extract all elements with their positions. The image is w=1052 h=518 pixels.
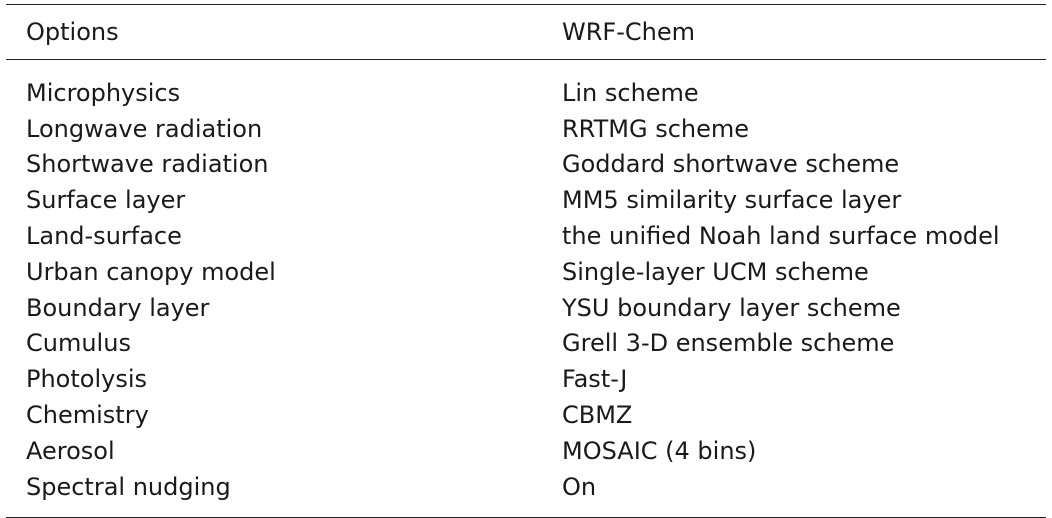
- table-row: Shortwave radiation Goddard shortwave sc…: [6, 147, 1046, 183]
- option-cell: Photolysis: [26, 365, 148, 394]
- table-row: Aerosol MOSAIC (4 bins): [6, 433, 1046, 469]
- option-cell: Chemistry: [26, 401, 149, 430]
- value-cell: Single-layer UCM scheme: [562, 257, 869, 286]
- table-row: Photolysis Fast-J: [6, 361, 1046, 397]
- table-body: Microphysics Lin scheme Longwave radiati…: [6, 60, 1046, 517]
- value-cell: RRTMG scheme: [562, 114, 750, 143]
- option-cell: Aerosol: [26, 436, 115, 465]
- table-row: Land-surface the unified Noah land surfa…: [6, 218, 1046, 254]
- value-cell: On: [562, 472, 597, 501]
- value-cell: CBMZ: [562, 401, 633, 430]
- table-row: Chemistry CBMZ: [6, 397, 1046, 433]
- table-row: Spectral nudging On: [6, 469, 1046, 505]
- table-row: Urban canopy model Single-layer UCM sche…: [6, 254, 1046, 290]
- value-cell: Lin scheme: [562, 78, 699, 107]
- value-cell: YSU boundary layer scheme: [562, 293, 901, 322]
- option-cell: Cumulus: [26, 329, 131, 358]
- table-row: Boundary layer YSU boundary layer scheme: [6, 290, 1046, 326]
- value-cell: Grell 3-D ensemble scheme: [562, 329, 895, 358]
- value-cell: Fast-J: [562, 365, 628, 394]
- option-cell: Boundary layer: [26, 293, 210, 322]
- table-row: Surface layer MM5 similarity surface lay…: [6, 182, 1046, 218]
- options-table: Options WRF-Chem Microphysics Lin scheme…: [6, 4, 1046, 518]
- value-cell: MOSAIC (4 bins): [562, 436, 757, 465]
- option-cell: Shortwave radiation: [26, 150, 269, 179]
- option-cell: Microphysics: [26, 78, 181, 107]
- option-cell: Land-surface: [26, 222, 182, 251]
- header-rule: [6, 59, 1046, 60]
- option-cell: Urban canopy model: [26, 257, 276, 286]
- header-options: Options: [26, 18, 119, 46]
- table-row: Microphysics Lin scheme: [6, 75, 1046, 111]
- value-cell: Goddard shortwave scheme: [562, 150, 900, 179]
- value-cell: MM5 similarity surface layer: [562, 186, 902, 215]
- table-row: Longwave radiation RRTMG scheme: [6, 111, 1046, 147]
- top-rule: [6, 4, 1046, 5]
- option-cell: Spectral nudging: [26, 472, 231, 501]
- bottom-rule: [6, 516, 1046, 518]
- option-cell: Longwave radiation: [26, 114, 263, 143]
- option-cell: Surface layer: [26, 186, 186, 215]
- table-row: Cumulus Grell 3-D ensemble scheme: [6, 326, 1046, 362]
- table-header-row: Options WRF-Chem: [6, 5, 1046, 59]
- header-model: WRF-Chem: [562, 18, 695, 46]
- value-cell: the unified Noah land surface model: [562, 222, 1000, 251]
